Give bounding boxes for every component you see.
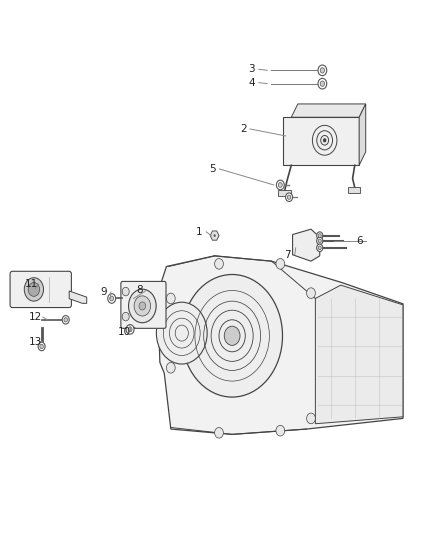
Circle shape <box>215 259 223 269</box>
Text: 3: 3 <box>248 64 255 74</box>
Polygon shape <box>158 256 403 434</box>
Polygon shape <box>315 285 403 424</box>
FancyBboxPatch shape <box>348 187 360 193</box>
Circle shape <box>122 312 129 321</box>
Circle shape <box>129 289 156 322</box>
Circle shape <box>134 296 151 316</box>
Circle shape <box>166 293 175 304</box>
Polygon shape <box>210 231 219 240</box>
Circle shape <box>215 427 223 438</box>
Circle shape <box>64 318 67 322</box>
Text: 2: 2 <box>240 124 247 134</box>
Circle shape <box>62 316 69 324</box>
Polygon shape <box>359 104 366 165</box>
Circle shape <box>307 288 315 298</box>
FancyBboxPatch shape <box>278 190 291 196</box>
Circle shape <box>28 282 39 296</box>
Polygon shape <box>293 229 320 261</box>
Circle shape <box>128 327 132 332</box>
Text: 11: 11 <box>25 279 38 289</box>
Circle shape <box>110 296 114 301</box>
Circle shape <box>286 193 293 201</box>
Circle shape <box>38 342 45 351</box>
Circle shape <box>318 233 321 237</box>
Circle shape <box>40 344 43 349</box>
Polygon shape <box>291 104 366 117</box>
Text: 9: 9 <box>100 287 107 297</box>
Circle shape <box>224 326 240 345</box>
Text: 4: 4 <box>248 78 255 87</box>
Text: 1: 1 <box>196 227 203 237</box>
Text: 13: 13 <box>29 337 42 347</box>
Text: 12: 12 <box>29 312 42 322</box>
Text: 8: 8 <box>136 286 143 295</box>
Circle shape <box>166 362 175 373</box>
Circle shape <box>317 244 323 252</box>
Circle shape <box>139 302 146 310</box>
Circle shape <box>323 138 326 142</box>
Text: 10: 10 <box>117 327 131 336</box>
Circle shape <box>317 232 323 239</box>
Circle shape <box>307 413 315 424</box>
Circle shape <box>318 65 327 76</box>
Circle shape <box>279 182 282 188</box>
Circle shape <box>276 180 284 190</box>
Circle shape <box>156 302 207 364</box>
Circle shape <box>318 239 321 243</box>
Circle shape <box>126 325 134 334</box>
Circle shape <box>108 294 116 303</box>
Polygon shape <box>69 291 87 303</box>
FancyBboxPatch shape <box>283 117 359 165</box>
FancyBboxPatch shape <box>10 271 71 308</box>
Circle shape <box>182 274 283 397</box>
Circle shape <box>276 425 285 436</box>
Circle shape <box>318 246 321 249</box>
Circle shape <box>317 237 323 245</box>
Text: 5: 5 <box>209 164 216 174</box>
Circle shape <box>122 287 129 296</box>
Circle shape <box>213 235 215 237</box>
Circle shape <box>24 278 43 301</box>
Circle shape <box>276 259 285 269</box>
Text: 7: 7 <box>284 250 291 260</box>
Circle shape <box>318 78 327 89</box>
Text: 6: 6 <box>356 236 363 246</box>
Circle shape <box>320 81 325 86</box>
Circle shape <box>320 68 325 73</box>
Circle shape <box>287 195 291 199</box>
FancyBboxPatch shape <box>121 281 166 328</box>
